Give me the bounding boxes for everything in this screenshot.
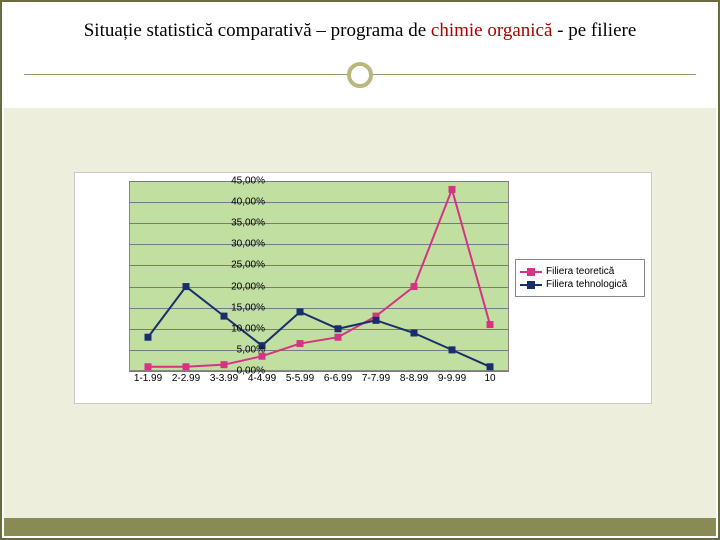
legend-swatch [520, 280, 542, 290]
legend-swatch [520, 267, 542, 277]
slide-title: Situație statistică comparativă – progra… [2, 20, 718, 42]
series-marker [449, 186, 456, 193]
series-marker [183, 363, 190, 370]
series-marker [373, 317, 380, 324]
series-marker [297, 308, 304, 315]
legend-label: Filiera tehnologică [546, 279, 627, 290]
plot-area [129, 181, 509, 371]
x-tick-label: 1-1.99 [129, 373, 167, 391]
x-tick-label: 9-9.99 [433, 373, 471, 391]
legend: Filiera teoretică Filiera tehnologică [515, 259, 645, 297]
chart-container: 0,00%5,00%10,00%15,00%20,00%25,00%30,00%… [74, 172, 652, 404]
x-tick-label: 7-7.99 [357, 373, 395, 391]
series-marker [487, 321, 494, 328]
x-tick-label: 2-2.99 [167, 373, 205, 391]
x-tick-label: 8-8.99 [395, 373, 433, 391]
slide: Situație statistică comparativă – progra… [0, 0, 720, 540]
legend-label: Filiera teoretică [546, 266, 614, 277]
series-marker [297, 340, 304, 347]
y-tick-label: 45,00% [215, 176, 265, 187]
series-marker [411, 283, 418, 290]
y-tick-label: 20,00% [215, 281, 265, 292]
x-tick-label: 6-6.99 [319, 373, 357, 391]
x-axis-labels: 1-1.992-2.993-3.994-4.995-5.996-6.997-7.… [129, 373, 509, 391]
series-marker [335, 325, 342, 332]
series-marker [411, 330, 418, 337]
legend-item: Filiera tehnologică [520, 279, 640, 290]
series-marker [449, 346, 456, 353]
x-tick-label: 10 [471, 373, 509, 391]
series-marker [335, 334, 342, 341]
x-tick-label: 3-3.99 [205, 373, 243, 391]
x-tick-label: 4-4.99 [243, 373, 281, 391]
y-tick-label: 5,00% [215, 344, 265, 355]
title-highlight: chimie organică [431, 20, 553, 41]
series-marker [145, 334, 152, 341]
series-svg [129, 181, 509, 371]
divider-circle-icon [347, 62, 373, 88]
x-tick-label: 5-5.99 [281, 373, 319, 391]
series-marker [487, 363, 494, 370]
title-prefix: Situație statistică comparativă – progra… [84, 20, 431, 41]
series-line [148, 189, 490, 366]
legend-item: Filiera teoretică [520, 266, 640, 277]
y-tick-label: 15,00% [215, 302, 265, 313]
y-tick-label: 25,00% [215, 260, 265, 271]
footer-bar [4, 518, 716, 536]
series-marker [221, 313, 228, 320]
title-divider [2, 60, 718, 90]
y-tick-label: 40,00% [215, 197, 265, 208]
y-tick-label: 10,00% [215, 323, 265, 334]
series-line [148, 287, 490, 367]
gridline [129, 371, 509, 372]
y-tick-label: 35,00% [215, 218, 265, 229]
series-marker [145, 363, 152, 370]
y-tick-label: 30,00% [215, 239, 265, 250]
title-suffix: - pe filiere [552, 20, 636, 41]
series-marker [183, 283, 190, 290]
